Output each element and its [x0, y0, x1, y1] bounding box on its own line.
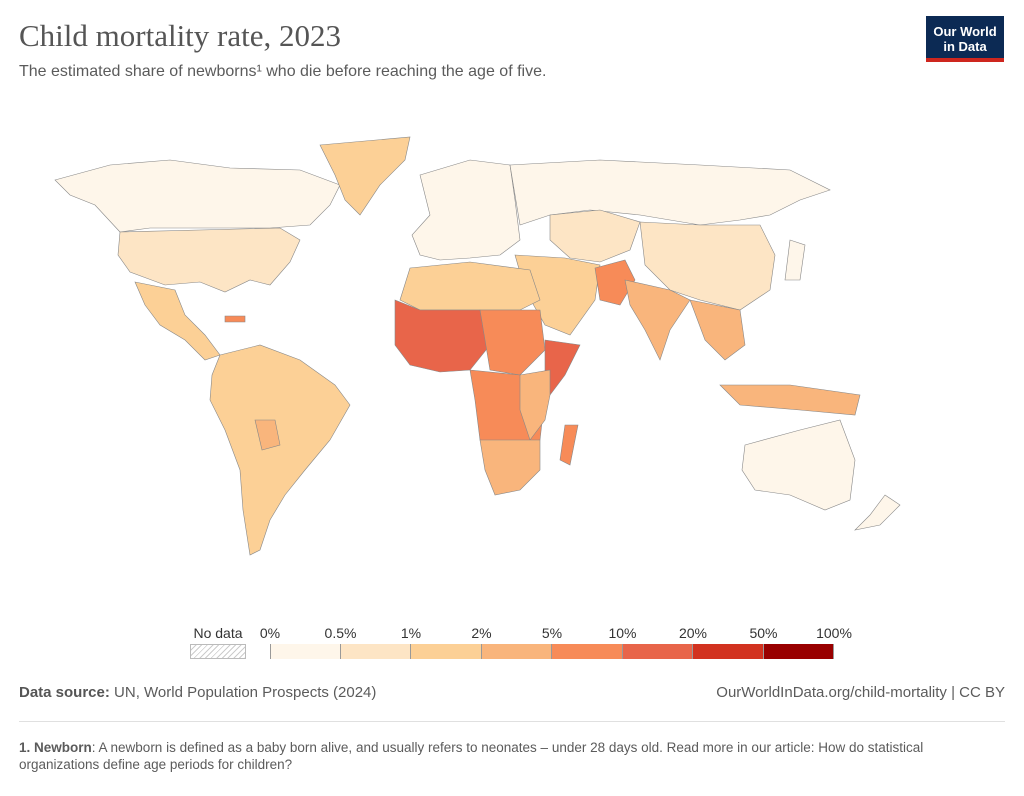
legend-tick-label: 0%	[259, 625, 281, 641]
legend-no-data-label: No data	[193, 625, 243, 641]
owid-logo[interactable]: Our World in Data	[926, 16, 1004, 62]
legend-bin[interactable]	[411, 644, 482, 659]
legend-bin[interactable]	[622, 644, 693, 659]
data-source: Data source: UN, World Population Prospe…	[19, 684, 376, 701]
world-map[interactable]	[0, 120, 1024, 570]
logo-line-2: in Data	[943, 39, 987, 54]
legend-no-data-swatch[interactable]	[190, 644, 246, 659]
region-west-africa	[394, 299, 491, 373]
region-europe	[411, 159, 521, 261]
region-se-asia	[689, 299, 746, 361]
region-caribbean	[224, 315, 246, 323]
legend-tick-label: 50%	[749, 625, 778, 641]
source-label: Data source:	[19, 684, 110, 701]
legend-tick-label: 100%	[816, 625, 852, 641]
region-new-zealand	[854, 494, 901, 531]
legend-tick-label: 20%	[678, 625, 708, 641]
legend-bin[interactable]	[270, 644, 341, 659]
legend-bin[interactable]	[481, 644, 552, 659]
region-china-mongolia	[639, 221, 776, 311]
region-greenland	[319, 136, 411, 216]
region-south-america	[209, 344, 351, 556]
footnote-text: : A newborn is defined as a baby born al…	[19, 740, 924, 772]
legend-bin[interactable]	[693, 644, 764, 659]
region-north-africa	[399, 261, 541, 311]
region-australia	[741, 419, 856, 511]
region-bolivia	[254, 419, 281, 451]
region-mexico-central	[134, 281, 221, 361]
region-central-asia	[549, 209, 641, 263]
footnote: 1. Newborn: A newborn is defined as a ba…	[19, 739, 999, 773]
region-japan	[784, 239, 806, 281]
region-madagascar	[559, 424, 579, 466]
legend-bin[interactable]	[340, 644, 411, 659]
region-usa	[117, 227, 301, 293]
legend-tick-label: 2%	[471, 625, 492, 641]
region-india	[624, 279, 691, 361]
legend-tick-label: 5%	[541, 625, 563, 641]
divider	[19, 721, 1005, 722]
region-east-africa	[519, 369, 551, 441]
footnote-label: 1. Newborn	[19, 740, 92, 755]
legend-tick-label: 0.5%	[324, 625, 357, 641]
legend-tick-label: 1%	[400, 625, 422, 641]
chart-title: Child mortality rate, 2023	[19, 18, 342, 53]
logo-line-1: Our World	[933, 24, 997, 39]
source-url[interactable]: OurWorldInData.org/child-mortality | CC …	[716, 684, 1005, 701]
region-indonesia	[719, 384, 861, 416]
region-southern-africa	[479, 439, 541, 496]
region-canada-alaska	[54, 159, 341, 233]
legend-tick-label: 10%	[608, 625, 637, 641]
region-horn	[544, 339, 581, 396]
chart-subtitle: The estimated share of newborns¹ who die…	[19, 63, 547, 80]
region-sahel	[479, 309, 546, 376]
map-legend: No data 0% 0.5% 1% 2% 5% 10% 20% 50% 100%	[0, 620, 1024, 665]
source-text: UN, World Population Prospects (2024)	[109, 684, 377, 701]
legend-bin[interactable]	[763, 644, 834, 659]
legend-bin[interactable]	[552, 644, 623, 659]
